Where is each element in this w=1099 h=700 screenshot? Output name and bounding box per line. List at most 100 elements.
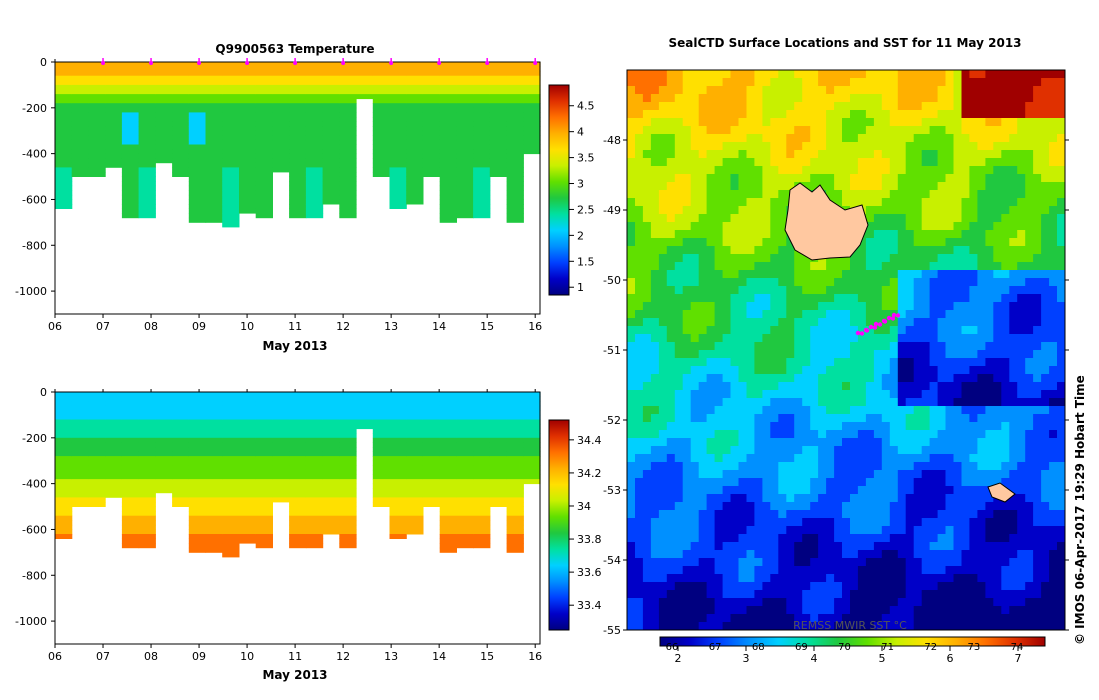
sst-cell [635, 438, 644, 447]
sst-cell [674, 382, 684, 391]
depth-cell [523, 447, 541, 452]
sst-cell [969, 302, 978, 311]
sst-cell [1033, 502, 1042, 511]
sst-cell [897, 86, 907, 95]
sst-cell [977, 126, 986, 135]
sst-cell [945, 294, 954, 303]
sst-cell [937, 294, 947, 303]
sst-cell [1041, 230, 1050, 239]
sst-cell [778, 254, 787, 263]
depth-cell [255, 410, 273, 416]
depth-cell [322, 488, 340, 494]
sst-cell [921, 206, 931, 215]
sst-cell [1025, 310, 1034, 319]
depth-cell [55, 428, 73, 434]
sst-cell [873, 494, 883, 503]
depth-cell [55, 167, 73, 173]
depth-cell [305, 66, 324, 72]
depth-cell [188, 204, 207, 209]
depth-cell [205, 117, 223, 122]
sst-cell [905, 278, 915, 287]
depth-cell [439, 506, 457, 512]
sst-cell [929, 190, 939, 199]
depth-cell [339, 158, 357, 164]
sst-cell [658, 118, 668, 127]
sst-cell [642, 462, 652, 471]
sst-cell [1049, 134, 1058, 143]
sst-cell [842, 518, 851, 527]
depth-cell [222, 149, 240, 155]
sst-cell [666, 342, 676, 351]
sst-cell [714, 510, 724, 519]
depth-cell [289, 483, 307, 489]
depth-cell [389, 172, 407, 177]
sst-cell [834, 278, 843, 287]
sst-cell [738, 262, 747, 271]
depth-cell [289, 208, 307, 214]
depth-cell [105, 162, 123, 168]
sst-cell [1049, 486, 1058, 495]
sst-cell [642, 390, 652, 399]
sst-cell [985, 94, 994, 103]
sst-cell [1025, 142, 1034, 151]
depth-cell [222, 94, 240, 100]
sst-cell [818, 86, 827, 95]
depth-cell [188, 511, 207, 517]
sst-cell [635, 478, 644, 487]
sst-cell [1041, 406, 1050, 415]
depth-cell [172, 135, 190, 141]
sst-cell [873, 166, 883, 175]
sst-cell [842, 326, 851, 335]
sst-cell [881, 142, 891, 151]
sst-cell [1001, 510, 1010, 519]
depth-cell [506, 135, 524, 141]
sst-cell [953, 478, 962, 487]
depth-cell [239, 437, 257, 443]
depth-cell [439, 62, 457, 67]
sst-cell [666, 134, 676, 143]
depth-cell [473, 84, 491, 90]
depth-cell [172, 130, 190, 136]
depth-cell [339, 396, 357, 402]
sst-cell [842, 302, 851, 311]
depth-cell [422, 465, 441, 471]
depth-cell [506, 543, 524, 549]
depth-cell [439, 460, 457, 466]
depth-cell [422, 414, 441, 420]
sst-cell [1025, 190, 1034, 199]
sst-cell [794, 342, 803, 351]
sst-cell [977, 438, 986, 447]
sst-cell [627, 518, 636, 527]
sst-cell [658, 214, 668, 223]
sst-cell [746, 326, 755, 335]
sst-cell [1009, 230, 1018, 239]
depth-cell [155, 89, 173, 95]
colorbar-tick-label: 34.2 [577, 467, 602, 480]
depth-cell [71, 158, 89, 164]
sst-cell [929, 118, 939, 127]
sst-cell [969, 334, 978, 343]
sst-cell [826, 182, 835, 191]
depth-cell [71, 89, 89, 95]
depth-cell [121, 213, 140, 219]
sst-cell [754, 286, 763, 295]
sst-cell [650, 350, 660, 359]
sst-cell [810, 150, 819, 159]
sst-cell [889, 406, 899, 415]
sst-cell [1001, 422, 1010, 431]
sst-cell [674, 390, 684, 399]
sst-cell [826, 462, 835, 471]
sst-cell [698, 398, 708, 407]
depth-cell [389, 194, 407, 200]
sst-cell [865, 270, 875, 279]
sst-cell [722, 318, 732, 327]
sst-cell [937, 86, 947, 95]
sst-cell [985, 238, 994, 247]
sst-cell [1001, 214, 1010, 223]
sst-cell [802, 414, 811, 423]
sst-cell [881, 118, 891, 127]
sst-cell [905, 198, 915, 207]
depth-cell [506, 451, 524, 457]
sst-cell [730, 390, 739, 399]
sst-cell [810, 382, 819, 391]
